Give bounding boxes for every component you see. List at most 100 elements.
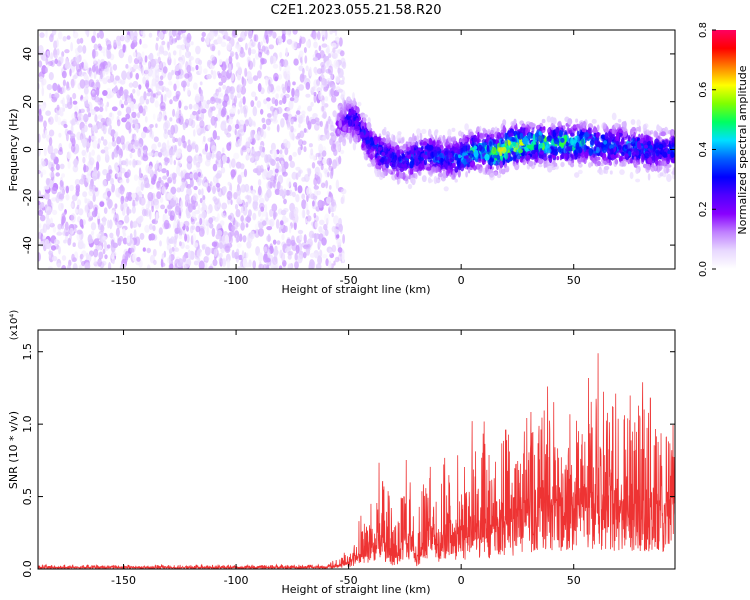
spectrogram-noise-cell bbox=[152, 93, 156, 98]
spectrogram-noise-cell bbox=[74, 143, 80, 154]
spectrogram-noise-cell bbox=[91, 210, 98, 218]
spectrogram-noise-cell bbox=[195, 225, 201, 233]
spectrogram-noise-cell bbox=[81, 173, 85, 183]
spectrogram-noise-cell bbox=[80, 108, 85, 114]
spectrogram-signal-cell bbox=[344, 110, 347, 117]
spectrogram-signal-cell bbox=[368, 150, 375, 155]
spectrogram-signal-cell bbox=[593, 125, 596, 131]
spectrogram-noise-cell bbox=[58, 132, 62, 138]
spectrogram-noise-cell bbox=[245, 140, 251, 149]
spectrogram-signal-cell bbox=[575, 142, 580, 150]
spectrogram-noise-cell bbox=[299, 73, 305, 83]
spectrogram-noise-cell bbox=[324, 213, 330, 223]
spectrogram-noise-cell bbox=[199, 81, 203, 86]
spectrogram-noise-cell bbox=[97, 138, 101, 145]
spectrogram-noise-cell bbox=[272, 63, 279, 69]
spectrogram-noise-cell bbox=[328, 158, 332, 165]
spectrogram-noise-cell bbox=[82, 243, 86, 249]
spectrogram-noise-cell bbox=[312, 200, 315, 207]
spectrogram-noise-cell bbox=[186, 36, 191, 44]
spectrogram-noise-cell bbox=[142, 76, 147, 85]
spectrogram-signal-cell bbox=[395, 163, 400, 172]
spectrogram-noise-cell bbox=[178, 234, 183, 240]
spectrogram-noise-cell bbox=[52, 209, 58, 215]
spectrogram-noise-cell bbox=[217, 213, 220, 221]
spectrogram-signal-cell bbox=[517, 131, 521, 140]
spectrogram-noise-cell bbox=[165, 191, 169, 201]
spectrogram-noise-cell bbox=[106, 61, 111, 68]
spectrogram-noise-cell bbox=[181, 80, 187, 88]
spectrogram-noise-cell bbox=[90, 222, 97, 231]
spectrogram-noise-cell bbox=[125, 251, 129, 259]
spectrogram-signal-cell bbox=[466, 143, 471, 152]
spectrogram-signal-cell bbox=[547, 165, 553, 173]
spectrogram-noise-cell bbox=[290, 125, 294, 133]
spectrogram-noise-cell bbox=[193, 185, 198, 191]
spectrogram-noise-cell bbox=[92, 193, 96, 202]
spectrogram-noise-cell bbox=[278, 226, 282, 233]
spectrogram-noise-cell bbox=[272, 167, 276, 177]
spectrogram-signal-cell bbox=[546, 135, 552, 142]
spectrogram-noise-cell bbox=[158, 31, 164, 40]
spectrogram-noise-cell bbox=[207, 107, 212, 117]
spectrogram-noise-cell bbox=[176, 32, 181, 41]
spectrogram-noise-cell bbox=[124, 253, 131, 258]
spectrogram-noise-cell bbox=[293, 221, 297, 231]
spectrogram-signal-cell bbox=[583, 146, 587, 152]
spectrogram-signal-cell bbox=[442, 170, 447, 179]
spectrogram-noise-cell bbox=[283, 198, 287, 205]
spectrogram-noise-cell bbox=[185, 45, 189, 52]
spectrogram-noise-cell bbox=[122, 44, 126, 53]
spectrogram-noise-cell bbox=[146, 264, 151, 269]
spectrogram-noise-cell bbox=[195, 45, 201, 55]
spectrogram-noise-cell bbox=[164, 115, 168, 121]
spectrogram-signal-cell bbox=[552, 149, 558, 156]
spectrogram-noise-cell bbox=[296, 132, 301, 139]
spectrogram-noise-cell bbox=[61, 255, 67, 261]
spectrogram-noise-cell bbox=[257, 83, 262, 92]
spectrogram-noise-cell bbox=[137, 112, 141, 119]
spectrogram-signal-cell bbox=[598, 169, 604, 176]
spectrogram-noise-cell bbox=[266, 85, 272, 94]
spectrogram-noise-cell bbox=[147, 191, 154, 202]
spectrogram-noise-cell bbox=[121, 70, 127, 81]
spectrogram-noise-cell bbox=[321, 136, 326, 141]
spectrogram-noise-cell bbox=[169, 155, 173, 165]
spectrogram-noise-cell bbox=[79, 218, 84, 228]
spectrogram-noise-cell bbox=[224, 234, 230, 244]
spectrogram-noise-cell bbox=[39, 214, 46, 222]
spectrogram-signal-cell bbox=[670, 136, 675, 143]
spectrogram-noise-cell bbox=[285, 47, 288, 58]
spectrogram-noise-cell bbox=[222, 84, 227, 90]
spectrogram-noise-cell bbox=[164, 87, 170, 92]
spectrogram-noise-cell bbox=[69, 184, 74, 192]
spectrogram-noise-cell bbox=[243, 123, 247, 133]
spectrogram-noise-cell bbox=[138, 105, 144, 114]
spectrogram-noise-cell bbox=[62, 36, 67, 42]
spectrogram-noise-cell bbox=[321, 100, 325, 106]
spectrogram-noise-cell bbox=[169, 99, 173, 105]
spectrogram-noise-cell bbox=[236, 243, 242, 248]
spectrogram-noise-cell bbox=[172, 95, 179, 102]
spectrogram-signal-cell bbox=[490, 129, 494, 135]
spectrogram-noise-cell bbox=[158, 165, 162, 171]
spectrogram-noise-cell bbox=[217, 34, 221, 42]
spectrogram-noise-cell bbox=[141, 194, 144, 199]
spectrogram-noise-cell bbox=[107, 78, 112, 84]
spectrogram-noise-cell bbox=[53, 148, 59, 154]
spectrogram-noise-cell bbox=[176, 118, 181, 124]
spectrogram-noise-cell bbox=[151, 205, 154, 213]
spectrogram-noise-cell bbox=[282, 86, 286, 94]
spectrogram-noise-cell bbox=[197, 171, 201, 177]
spectrogram-signal-cell bbox=[555, 126, 560, 134]
spectrogram-signal-cell bbox=[614, 122, 620, 129]
spectrogram-noise-cell bbox=[243, 107, 248, 118]
spectrogram-noise-cell bbox=[155, 211, 159, 221]
spectrogram-noise-cell bbox=[182, 254, 187, 263]
spectrogram-noise-cell bbox=[186, 183, 192, 189]
spectrogram-signal-cell bbox=[578, 129, 583, 137]
spectrogram-noise-cell bbox=[85, 252, 89, 261]
spectrogram-noise-cell bbox=[38, 164, 43, 170]
spectrogram-noise-cell bbox=[271, 97, 276, 105]
spectrogram-noise-cell bbox=[71, 60, 78, 67]
